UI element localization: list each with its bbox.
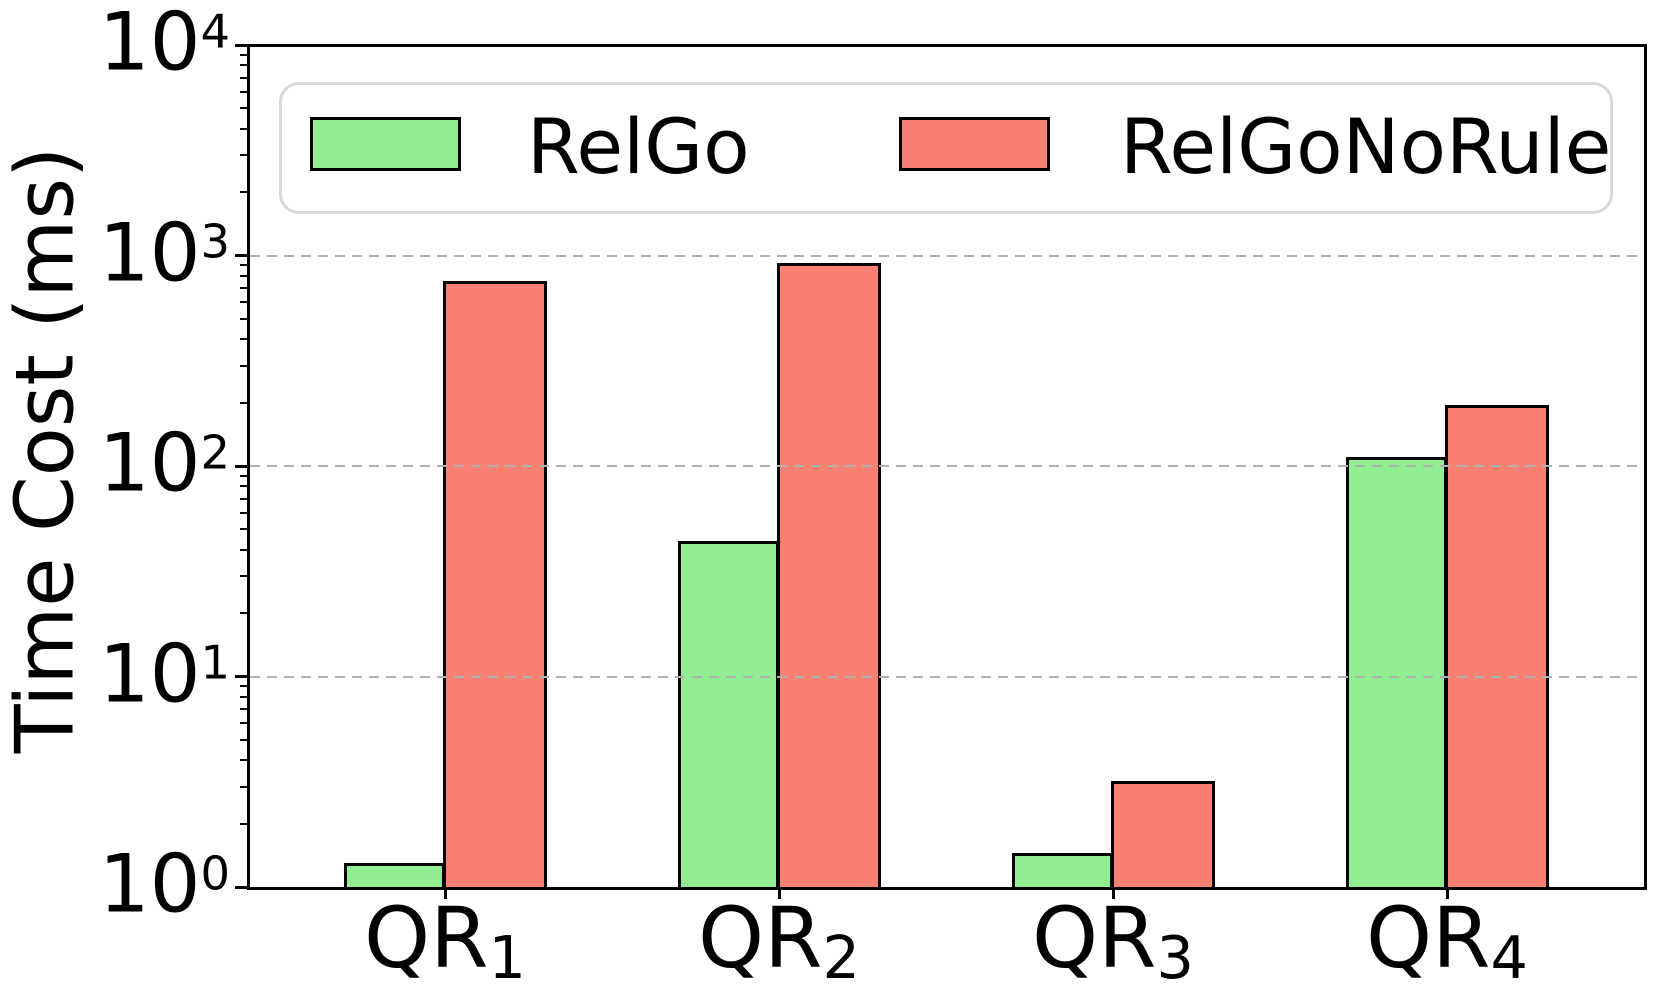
y-minor-tick: [240, 708, 247, 711]
y-major-tick-10e1: [235, 675, 247, 678]
y-minor-tick: [240, 722, 247, 725]
legend-label-relgonorule: RelGoNoRule: [1120, 101, 1612, 191]
y-minor-tick: [240, 785, 247, 788]
y-minor-tick: [240, 274, 247, 277]
y-tick-exponent: 3: [200, 214, 230, 269]
y-tick-label-10e2: 102: [98, 416, 230, 510]
gridline-10e1: [250, 675, 1645, 678]
x-tick-qr1: [443, 890, 447, 899]
x-tick-qr4: [1445, 890, 1449, 899]
y-minor-tick: [240, 612, 247, 615]
y-tick-exponent: 1: [200, 635, 230, 690]
y-minor-tick: [240, 127, 247, 130]
y-minor-tick: [240, 759, 247, 762]
y-minor-tick: [240, 264, 247, 267]
y-tick-label-10e3: 103: [98, 206, 230, 300]
gridline-10e3: [250, 254, 1645, 257]
y-major-tick-10e0: [235, 885, 247, 889]
y-tick-exponent: 2: [200, 425, 230, 480]
bar-relgonorule-qr4: [1445, 404, 1549, 890]
y-major-tick-10e4: [235, 43, 247, 47]
y-minor-tick: [240, 822, 247, 825]
legend: RelGo RelGoNoRule: [279, 82, 1613, 214]
y-tick-exponent: 0: [200, 846, 230, 901]
y-minor-tick: [240, 695, 247, 698]
x-tick-subscript: 2: [822, 922, 860, 992]
y-tick-label-10e1: 101: [98, 627, 230, 721]
legend-swatch-relgo: [310, 117, 461, 171]
y-minor-tick: [240, 685, 247, 688]
y-minor-tick: [240, 338, 247, 341]
y-minor-tick: [240, 53, 247, 56]
y-minor-tick: [240, 528, 247, 531]
x-tick-label-qr3: QR3: [1032, 889, 1194, 992]
x-tick-label-qr1: QR1: [364, 889, 526, 992]
bar-relgo-qr1: [344, 863, 445, 890]
y-minor-tick: [240, 511, 247, 514]
y-minor-tick: [240, 90, 247, 93]
y-minor-tick: [240, 548, 247, 551]
y-minor-tick: [240, 154, 247, 157]
gridline-10e2: [250, 465, 1645, 467]
x-tick-subscript: 3: [1156, 922, 1194, 992]
legend-label-relgo: RelGo: [527, 101, 750, 191]
y-major-tick-10e2: [235, 464, 247, 468]
x-tick-label-qr4: QR4: [1366, 889, 1528, 992]
y-minor-tick: [240, 474, 247, 477]
bar-relgonorule-qr2: [777, 263, 881, 890]
top-spine: [247, 44, 1647, 47]
y-minor-tick: [240, 317, 247, 320]
y-minor-tick: [240, 575, 247, 578]
y-tick-exponent: 4: [200, 4, 230, 59]
right-spine: [1644, 44, 1647, 890]
bar-relgonorule-qr1: [443, 280, 547, 890]
y-major-tick-10e3: [235, 254, 247, 257]
x-axis-spine: [247, 887, 1647, 890]
y-minor-tick: [240, 64, 247, 67]
y-minor-tick: [240, 497, 247, 500]
y-minor-tick: [240, 191, 247, 194]
y-tick-label-10e0: 100: [98, 837, 230, 931]
y-minor-tick: [240, 76, 247, 79]
bar-relgo-qr4: [1346, 457, 1447, 890]
bar-relgo-qr3: [1012, 853, 1113, 890]
y-minor-tick: [240, 287, 247, 290]
bar-relgo-qr2: [678, 541, 779, 890]
x-tick-label-qr2: QR2: [698, 889, 860, 992]
y-tick-label-10e4: 104: [98, 0, 230, 89]
y-minor-tick: [240, 364, 247, 367]
x-tick-subscript: 4: [1490, 922, 1528, 992]
bar-relgonorule-qr3: [1111, 780, 1215, 890]
legend-swatch-relgonorule: [899, 117, 1050, 171]
y-minor-tick: [240, 107, 247, 110]
x-tick-qr2: [777, 890, 781, 899]
y-minor-tick: [240, 401, 247, 404]
y-minor-tick: [240, 738, 247, 741]
x-tick-subscript: 1: [488, 922, 526, 992]
y-axis-spine: [247, 44, 250, 890]
x-tick-qr3: [1111, 890, 1115, 899]
y-minor-tick: [240, 485, 247, 488]
y-minor-tick: [240, 301, 247, 304]
